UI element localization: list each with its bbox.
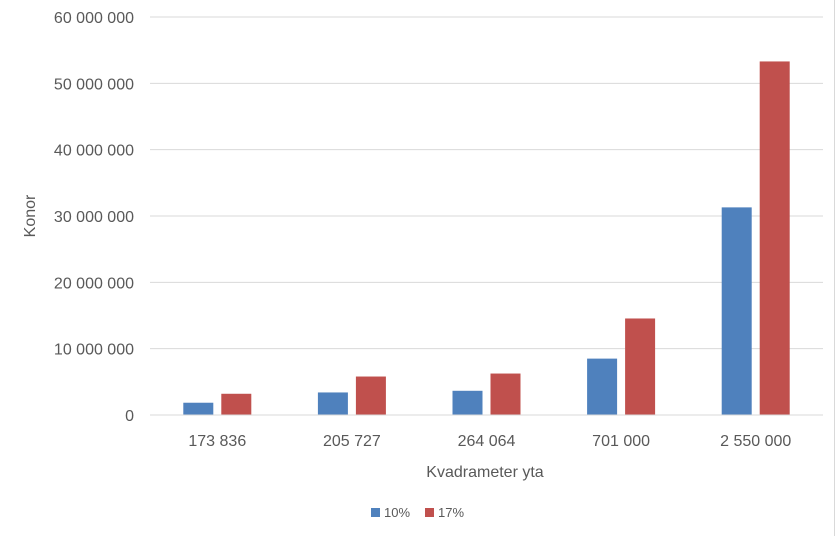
y-axis-title: Konor bbox=[22, 194, 39, 237]
bar-10pct-3 bbox=[587, 358, 618, 415]
y-tick-label: 60 000 000 bbox=[54, 10, 134, 27]
bar-10pct-4 bbox=[721, 207, 752, 415]
bar-17pct-0 bbox=[221, 393, 252, 415]
bar-17pct-4 bbox=[759, 61, 790, 416]
x-tick-label: 264 064 bbox=[458, 433, 516, 450]
bar-17pct-1 bbox=[355, 376, 386, 415]
legend-swatch bbox=[425, 508, 434, 517]
x-tick-label: 2 550 000 bbox=[720, 433, 791, 450]
bar-10pct-0 bbox=[183, 402, 214, 415]
y-tick-labels: 0 10 000 000 20 000 000 30 000 000 40 000 00… bbox=[54, 10, 134, 425]
x-tick-label: 173 836 bbox=[188, 433, 246, 450]
y-tick-label: 20 000 000 bbox=[54, 275, 134, 292]
y-tick-label: 0 bbox=[125, 408, 134, 425]
bar-10pct-2 bbox=[452, 390, 483, 415]
legend-label: 10% bbox=[384, 505, 410, 520]
bar-17pct-2 bbox=[490, 373, 521, 415]
x-tick-label: 701 000 bbox=[592, 433, 650, 450]
gridlines bbox=[150, 16, 823, 350]
x-tick-labels: 173 836 205 727 264 064 701 000 2 550 000 bbox=[188, 433, 791, 450]
bar-17pct-3 bbox=[625, 318, 656, 415]
y-tick-label: 50 000 000 bbox=[54, 76, 134, 93]
x-axis-title: Kvadrameter yta bbox=[426, 464, 543, 481]
x-tick-label: 205 727 bbox=[323, 433, 381, 450]
bar-10pct-1 bbox=[317, 392, 348, 415]
legend-swatch bbox=[371, 508, 380, 517]
y-tick-label: 30 000 000 bbox=[54, 209, 134, 226]
y-tick-label: 40 000 000 bbox=[54, 143, 134, 160]
legend-label: 17% bbox=[438, 505, 464, 520]
legend: 10% 17% bbox=[371, 505, 464, 520]
y-tick-label: 10 000 000 bbox=[54, 342, 134, 359]
bars bbox=[183, 61, 790, 416]
